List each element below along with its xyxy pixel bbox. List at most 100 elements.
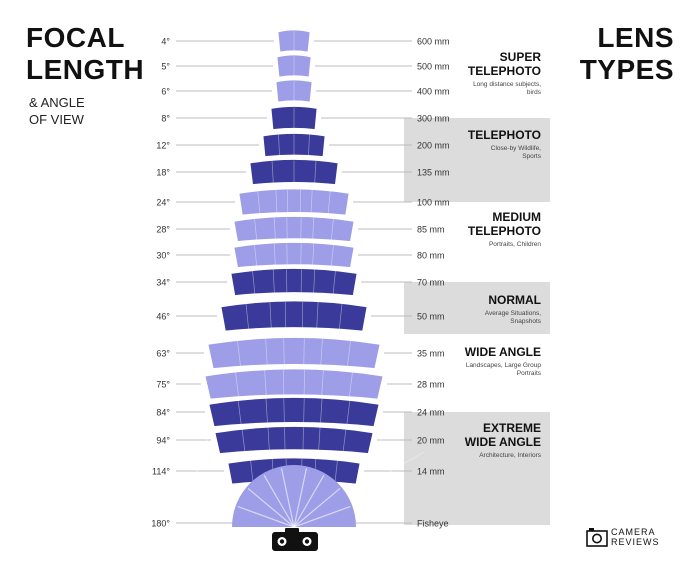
segment-divider	[234, 369, 240, 399]
fisheye-ray	[293, 487, 341, 528]
lens-type-description: Long distance subjects,	[473, 81, 541, 88]
angle-label: 8°	[161, 114, 170, 124]
angle-label: 46°	[156, 312, 170, 322]
segment-divider	[254, 243, 258, 267]
segment-divider	[236, 338, 241, 368]
angle-label: 84°	[156, 408, 170, 418]
segment-divider	[278, 134, 280, 156]
lens-type-description: birds	[527, 89, 542, 96]
segment-divider	[318, 427, 321, 453]
lens-type-band-3	[404, 282, 550, 334]
lens-type-title: WIDE ANGLE	[465, 345, 541, 359]
segment-divider	[264, 369, 267, 399]
segment-divider	[282, 369, 285, 399]
focal-length-label: 80 mm	[417, 251, 445, 261]
focal-length-label: 600 mm	[417, 37, 450, 47]
subtitle-line-2: OF VIEW	[29, 112, 84, 127]
focal-length-label: 400 mm	[417, 87, 450, 97]
segment-divider	[241, 427, 246, 453]
camera-icon	[272, 528, 318, 551]
angle-label: 114°	[152, 467, 170, 477]
page-title: FOCAL LENGTH	[26, 22, 144, 86]
fisheye-ray	[237, 505, 295, 528]
segment-divider	[347, 338, 352, 368]
segment-divider	[334, 458, 338, 484]
segment-divider	[302, 427, 304, 453]
segment-divider	[332, 269, 336, 295]
fov-segment	[233, 216, 355, 242]
segment-divider	[312, 217, 315, 241]
fov-segment	[208, 397, 380, 427]
fov-segment	[207, 337, 381, 369]
segment-divider	[314, 160, 317, 184]
segment-divider	[283, 338, 285, 368]
segment-divider	[308, 134, 310, 156]
fov-segment	[277, 29, 311, 53]
lens-type-description: Portraits, Children	[489, 241, 541, 248]
segment-divider	[313, 269, 316, 295]
segment-divider	[257, 189, 261, 215]
lens-type-bands	[404, 118, 550, 525]
angle-label: 63°	[156, 349, 170, 359]
segment-divider	[250, 458, 254, 484]
angle-label: 6°	[161, 87, 170, 97]
focal-length-label: 100 mm	[417, 198, 450, 208]
angle-label: 4°	[161, 37, 170, 47]
segment-divider	[254, 217, 258, 241]
focal-length-label: 28 mm	[417, 380, 445, 390]
title-line-1: FOCAL	[26, 22, 125, 53]
segment-divider	[312, 243, 315, 267]
angle-label: 75°	[156, 380, 170, 390]
segment-divider	[265, 338, 268, 368]
lens-types-title: LENS TYPES	[580, 22, 674, 86]
focal-length-label: 14 mm	[417, 467, 445, 477]
fisheye-ray	[293, 505, 351, 528]
segment-divider	[320, 338, 323, 368]
focal-length-label: 85 mm	[417, 225, 445, 235]
focal-length-label: 500 mm	[417, 62, 450, 72]
lens-type-title: MEDIUM	[492, 210, 541, 224]
segment-divider	[327, 189, 331, 215]
lens-type-description: Architecture, Interiors	[479, 452, 542, 459]
lens-type-description: Close-by Wildlife,	[491, 145, 541, 152]
segment-divider	[320, 398, 323, 426]
lens-type-description: Snapshots	[510, 318, 541, 325]
fov-segment	[275, 79, 313, 103]
segment-divider	[284, 427, 286, 453]
lens-type-1: TELEPHOTO Close-by Wildlife,Sports	[468, 128, 542, 160]
segment-divider	[346, 398, 351, 426]
segment-divider	[272, 269, 275, 295]
guide-lines	[176, 40, 412, 524]
lens-types-title-line-2: TYPES	[579, 54, 674, 85]
segment-divider	[330, 243, 334, 267]
angle-of-view-fan	[163, 29, 425, 528]
angle-label: 30°	[156, 251, 170, 261]
title-line-2: LENGTH	[26, 54, 145, 85]
segment-divider	[321, 369, 324, 399]
fisheye-ray	[280, 468, 295, 528]
lens-type-title: TELEPHOTO	[468, 128, 541, 142]
fov-segment	[214, 426, 374, 454]
segment-divider	[273, 243, 276, 267]
fov-segment	[276, 54, 312, 78]
lens-type-title: TELEPHOTO	[468, 224, 541, 238]
segment-divider	[267, 427, 270, 453]
lens-type-labels: SUPER TELEPHOTO Long distance subjects,bir…	[465, 50, 542, 459]
angle-label: 12°	[156, 141, 170, 151]
fov-segment	[262, 133, 326, 157]
fov-segment	[204, 368, 384, 400]
angle-label: 18°	[156, 168, 170, 178]
lens-type-title: SUPER	[500, 50, 542, 64]
brand-line-2: REVIEWS	[611, 537, 660, 547]
segment-divider	[271, 160, 274, 184]
brand-logo: CAMERA REVIEWS	[586, 527, 660, 547]
lens-types-title-line-1: LENS	[597, 22, 674, 53]
lens-type-description: Portraits	[517, 370, 542, 377]
fov-segment	[249, 159, 339, 185]
segment-divider	[330, 217, 334, 241]
lens-type-title: NORMAL	[488, 293, 541, 307]
segment-divider	[338, 301, 343, 331]
